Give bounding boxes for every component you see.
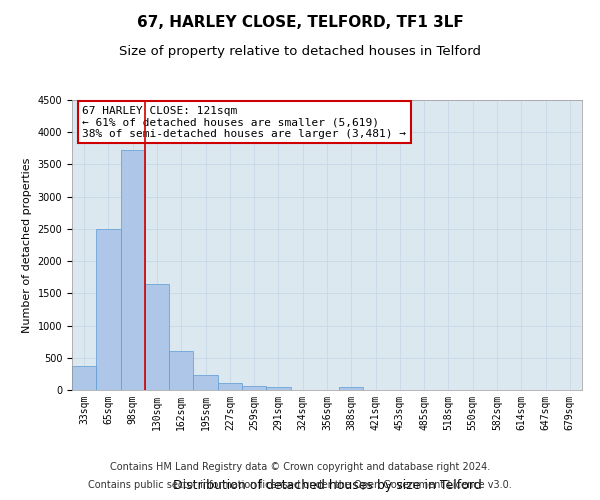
Text: Contains HM Land Registry data © Crown copyright and database right 2024.: Contains HM Land Registry data © Crown c… <box>110 462 490 472</box>
Text: Size of property relative to detached houses in Telford: Size of property relative to detached ho… <box>119 45 481 58</box>
Bar <box>121 150 145 390</box>
X-axis label: Distribution of detached houses by size in Telford: Distribution of detached houses by size … <box>173 478 481 492</box>
Bar <box>169 352 193 390</box>
Text: 67 HARLEY CLOSE: 121sqm
← 61% of detached houses are smaller (5,619)
38% of semi: 67 HARLEY CLOSE: 121sqm ← 61% of detache… <box>82 106 406 139</box>
Y-axis label: Number of detached properties: Number of detached properties <box>22 158 32 332</box>
Text: Contains public sector information licensed under the Open Government Licence v3: Contains public sector information licen… <box>88 480 512 490</box>
Bar <box>266 388 290 390</box>
Bar <box>145 284 169 390</box>
Bar <box>193 374 218 390</box>
Bar <box>242 386 266 390</box>
Text: 67, HARLEY CLOSE, TELFORD, TF1 3LF: 67, HARLEY CLOSE, TELFORD, TF1 3LF <box>137 15 463 30</box>
Bar <box>339 387 364 390</box>
Bar <box>218 383 242 390</box>
Bar <box>96 229 121 390</box>
Bar <box>72 366 96 390</box>
